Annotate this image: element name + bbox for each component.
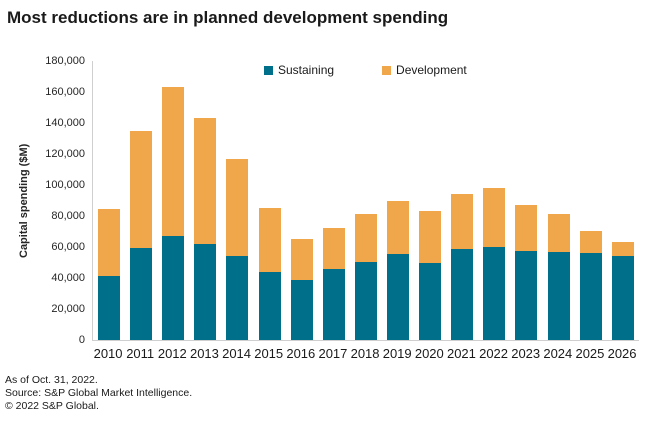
bar-2021 bbox=[451, 194, 474, 340]
bar-2022 bbox=[483, 188, 506, 340]
bar-2022-development-segment bbox=[483, 188, 506, 247]
y-tick-140000: 140,000 bbox=[45, 116, 85, 129]
bar-2018 bbox=[354, 213, 377, 340]
bar-2012-sustaining-segment bbox=[162, 236, 185, 340]
bar-2014-sustaining-segment bbox=[226, 255, 249, 340]
bar-2021-development-segment bbox=[451, 194, 474, 250]
x-label-2013: 2013 bbox=[189, 346, 219, 361]
bar-2015-development-segment bbox=[258, 207, 281, 272]
bar-2016 bbox=[290, 239, 313, 340]
bars-container bbox=[93, 61, 639, 340]
bar-2024-development-segment bbox=[547, 213, 570, 252]
bar-2011-development-segment bbox=[130, 130, 153, 248]
plot-area: Sustaining Development bbox=[92, 61, 639, 341]
y-axis-tick-labels: 0 20,000 40,000 60,000 80,000 100,000 120,000 1… bbox=[0, 55, 85, 345]
bar-2013 bbox=[194, 118, 217, 340]
x-label-2018: 2018 bbox=[350, 346, 380, 361]
bar-2013-sustaining-segment bbox=[194, 243, 217, 340]
x-axis-labels: 2010 2011 2012 2013 2014 2015 2016 2017 2018 2019… bbox=[92, 347, 638, 361]
legend-item-development: Development bbox=[382, 63, 467, 77]
x-label-2014: 2014 bbox=[222, 346, 252, 361]
bar-2012 bbox=[162, 86, 185, 340]
y-tick-160000: 160,000 bbox=[45, 85, 85, 98]
legend-label-development: Development bbox=[396, 63, 467, 77]
bar-2023-development-segment bbox=[515, 205, 538, 251]
bar-2022-sustaining-segment bbox=[483, 247, 506, 340]
bar-2026-development-segment bbox=[611, 242, 634, 257]
bar-2024 bbox=[547, 213, 570, 340]
bar-2019 bbox=[387, 201, 410, 340]
x-label-2016: 2016 bbox=[286, 346, 316, 361]
bar-2010-sustaining-segment bbox=[98, 276, 121, 340]
bar-2014 bbox=[226, 159, 249, 340]
x-label-2010: 2010 bbox=[93, 346, 123, 361]
legend-label-sustaining: Sustaining bbox=[278, 63, 335, 77]
bar-2026 bbox=[611, 242, 634, 340]
y-tick-100000: 100,000 bbox=[45, 178, 85, 191]
footer-notes: As of Oct. 31, 2022. Source: S&P Global … bbox=[5, 374, 192, 413]
chart-title: Most reductions are in planned developme… bbox=[7, 8, 449, 27]
x-label-2011: 2011 bbox=[126, 346, 155, 361]
x-label-2023: 2023 bbox=[511, 346, 541, 361]
legend-item-sustaining: Sustaining bbox=[264, 63, 334, 77]
bar-2026-sustaining-segment bbox=[611, 256, 634, 340]
bar-2020-sustaining-segment bbox=[419, 262, 442, 340]
x-label-2026: 2026 bbox=[607, 346, 637, 361]
bar-2020-development-segment bbox=[419, 211, 442, 263]
legend-swatch-sustaining bbox=[264, 65, 273, 75]
bar-2023-sustaining-segment bbox=[515, 250, 538, 340]
bar-2011 bbox=[130, 130, 153, 340]
bar-2016-development-segment bbox=[290, 239, 313, 281]
legend-swatch-development bbox=[382, 65, 392, 75]
x-label-2021: 2021 bbox=[446, 346, 476, 361]
y-tick-20000: 20,000 bbox=[51, 302, 85, 315]
y-tick-60000: 60,000 bbox=[51, 240, 85, 253]
bar-2025-sustaining-segment bbox=[579, 253, 602, 340]
y-tick-40000: 40,000 bbox=[51, 271, 85, 284]
bar-2010 bbox=[98, 209, 121, 340]
footer-copyright: © 2022 S&P Global. bbox=[5, 400, 99, 412]
bar-2015-sustaining-segment bbox=[258, 271, 281, 340]
x-label-2015: 2015 bbox=[254, 346, 284, 361]
y-tick-180000: 180,000 bbox=[45, 54, 85, 67]
bar-2015 bbox=[258, 207, 281, 340]
x-label-2022: 2022 bbox=[479, 346, 509, 361]
bar-2019-development-segment bbox=[387, 201, 410, 254]
footer-as-of: As of Oct. 31, 2022. bbox=[5, 374, 98, 386]
bar-2025-development-segment bbox=[579, 230, 602, 254]
bar-2018-development-segment bbox=[354, 213, 377, 262]
bar-2011-sustaining-segment bbox=[130, 247, 153, 340]
y-tick-80000: 80,000 bbox=[51, 209, 85, 222]
bar-2023 bbox=[515, 205, 538, 340]
bar-2012-development-segment bbox=[162, 86, 185, 237]
bar-2021-sustaining-segment bbox=[451, 249, 474, 340]
x-label-2012: 2012 bbox=[157, 346, 187, 361]
x-label-2017: 2017 bbox=[318, 346, 348, 361]
y-tick-120000: 120,000 bbox=[45, 147, 85, 160]
x-label-2019: 2019 bbox=[382, 346, 412, 361]
x-label-2025: 2025 bbox=[575, 346, 605, 361]
bar-2014-development-segment bbox=[226, 159, 249, 256]
y-tick-0: 0 bbox=[78, 333, 85, 346]
chart-legend: Sustaining Development bbox=[264, 63, 467, 77]
bar-2019-sustaining-segment bbox=[387, 253, 410, 340]
bar-2017-sustaining-segment bbox=[322, 268, 345, 340]
x-label-2020: 2020 bbox=[414, 346, 444, 361]
bar-2013-development-segment bbox=[194, 118, 217, 244]
bar-2017 bbox=[322, 227, 345, 340]
bar-2010-development-segment bbox=[98, 209, 121, 277]
bar-2017-development-segment bbox=[322, 227, 345, 269]
bar-2024-sustaining-segment bbox=[547, 251, 570, 340]
footer-source: Source: S&P Global Market Intelligence. bbox=[5, 387, 193, 399]
bar-2020 bbox=[419, 211, 442, 340]
bar-2018-sustaining-segment bbox=[354, 261, 377, 340]
x-label-2024: 2024 bbox=[543, 346, 573, 361]
bar-2016-sustaining-segment bbox=[290, 280, 313, 340]
bar-2025 bbox=[579, 230, 602, 340]
